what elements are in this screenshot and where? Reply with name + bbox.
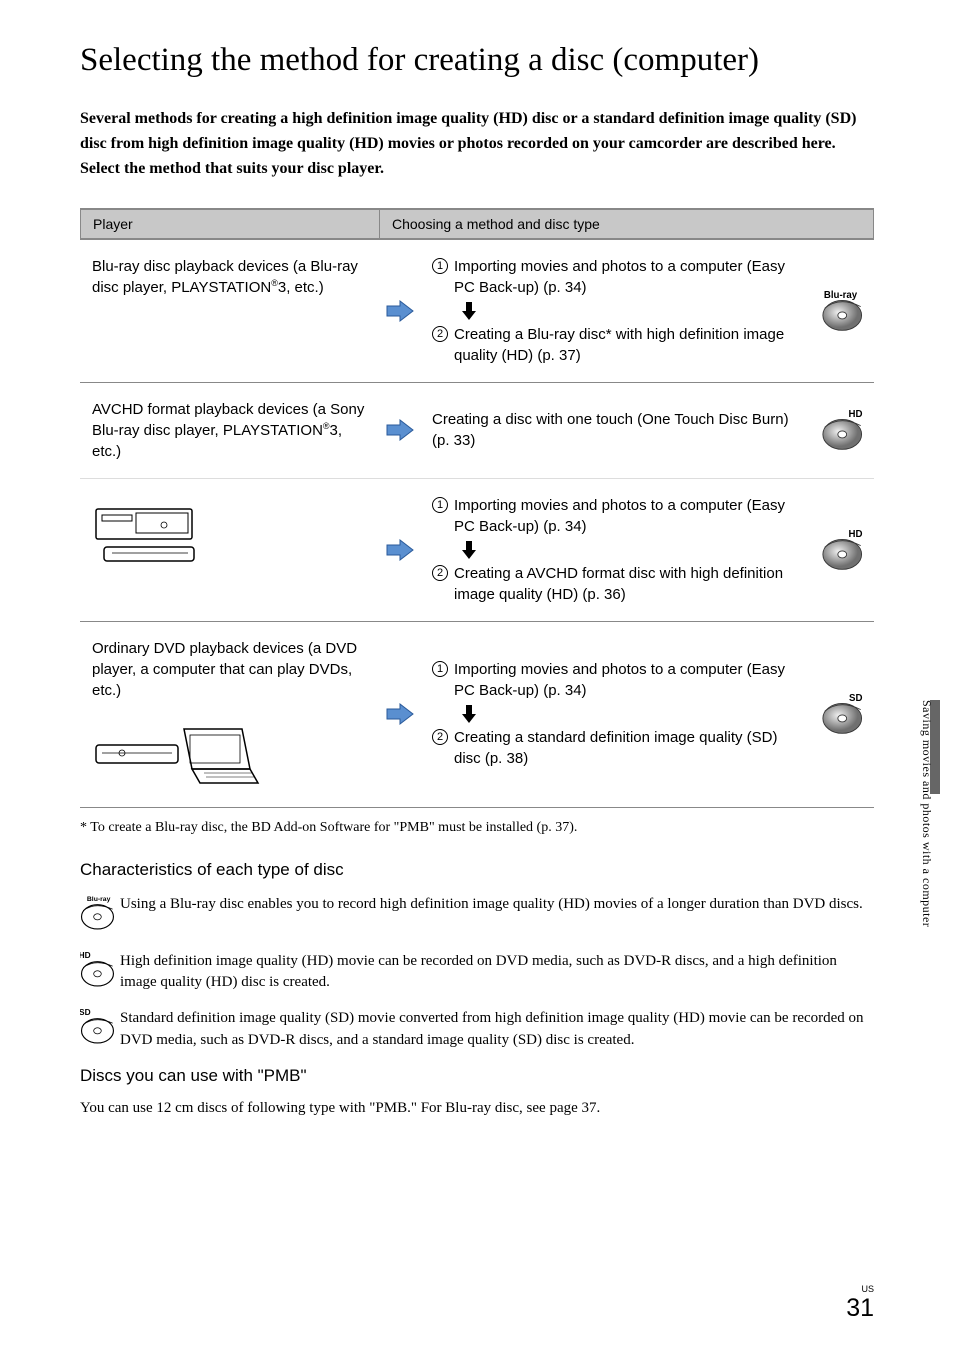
step2-text: Creating a standard definition image qua… [454,727,802,769]
method-cell: Creating a disc with one touch (One Touc… [420,391,814,470]
step1-text: Importing movies and photos to a compute… [454,495,802,537]
hd-disc-icon: HD [822,408,866,452]
arrow-cell [380,487,420,613]
page-number-value: 31 [846,1294,874,1322]
char-row-bluray: Blu-ray Using a Blu-ray disc enables you… [80,894,874,937]
method-cell: 1 Importing movies and photos to a comput… [420,248,814,374]
svg-text:HD: HD [848,528,862,539]
footnote-text: * To create a Blu-ray disc, the BD Add-o… [80,820,874,836]
step-number-icon: 1 [432,497,448,513]
table-row: 1 Importing movies and photos to a comput… [80,478,874,621]
method-table: Player Choosing a method and disc type B… [80,208,874,808]
bluray-disc-icon: Blu-ray [80,894,118,932]
step-number-icon: 1 [432,258,448,274]
down-arrow-icon [462,302,476,320]
right-arrow-icon [386,703,414,725]
sd-disc-icon: SD [822,692,866,736]
step-number-icon: 1 [432,661,448,677]
char-row-sd: SD Standard definition image quality (SD… [80,1008,874,1052]
arrow-cell [380,391,420,470]
arrow-cell [380,248,420,374]
discs-heading: Discs you can use with "PMB" [80,1066,874,1086]
player-text-post: 3, etc.) [278,279,324,296]
right-arrow-icon [386,300,414,322]
method-cell: 1 Importing movies and photos to a comput… [420,630,814,799]
registered-icon: ® [323,421,330,431]
characteristics-heading: Characteristics of each type of disc [80,860,874,880]
right-arrow-icon [386,419,414,441]
step2-text: Creating a Blu-ray disc* with high defin… [454,324,802,366]
page-title: Selecting the method for creating a disc… [80,40,874,81]
sd-disc-icon: SD [80,1008,118,1046]
down-arrow-icon [462,705,476,723]
arrow-cell [380,630,420,799]
player-cell [80,487,380,613]
hd-disc-icon: HD [80,951,118,989]
step2-text: Creating a AVCHD format disc with high d… [454,563,802,605]
step1-text: Importing movies and photos to a compute… [454,256,802,298]
svg-text:Blu-ray: Blu-ray [824,289,858,300]
step1-text: Importing movies and photos to a compute… [454,659,802,701]
table-header: Player Choosing a method and disc type [80,209,874,240]
disc-icon-cell: HD [814,487,874,613]
right-arrow-icon [386,539,414,561]
header-method: Choosing a method and disc type [380,209,874,239]
discs-text: You can use 12 cm discs of following typ… [80,1100,874,1117]
svg-text:HD: HD [848,409,862,420]
disc-icon-cell: SD [814,630,874,799]
page-region: US [846,1284,874,1294]
player-text: Ordinary DVD playback devices (a DVD pla… [92,638,368,701]
char-row-hd: HD High definition image quality (HD) mo… [80,951,874,995]
player-text-pre: AVCHD format playback devices (a Sony Bl… [92,401,364,439]
hd-disc-icon: HD [822,528,866,572]
margin-section-label: Saving movies and photos with a computer [919,700,934,927]
step-number-icon: 2 [432,729,448,745]
disc-icon-cell: Blu-ray [814,248,874,374]
page-number: US 31 [846,1284,874,1323]
step-number-icon: 2 [432,326,448,342]
player-cell: Blu-ray disc playback devices (a Blu-ray… [80,248,380,374]
method-text: Creating a disc with one touch (One Touc… [432,409,802,451]
disc-icon-cell: HD [814,391,874,470]
svg-text:HD: HD [80,951,91,960]
header-player: Player [80,209,380,239]
table-row: AVCHD format playback devices (a Sony Bl… [80,383,874,478]
method-cell: 1 Importing movies and photos to a comput… [420,487,814,613]
char-hd-text: High definition image quality (HD) movie… [120,951,874,995]
intro-text: Several methods for creating a high defi… [80,107,874,181]
player-cell: AVCHD format playback devices (a Sony Bl… [80,391,380,470]
dvd-laptop-device-icon [92,711,262,791]
step-number-icon: 2 [432,565,448,581]
char-bluray-text: Using a Blu-ray disc enables you to reco… [120,894,863,916]
registered-icon: ® [271,278,278,288]
down-arrow-icon [462,541,476,559]
bluray-disc-icon: Blu-ray [822,289,866,333]
player-cell: Ordinary DVD playback devices (a DVD pla… [80,630,380,799]
svg-text:SD: SD [849,693,862,704]
table-row: Blu-ray disc playback devices (a Blu-ray… [80,240,874,383]
svg-text:Blu-ray: Blu-ray [87,895,111,902]
char-sd-text: Standard definition image quality (SD) m… [120,1008,874,1052]
svg-text:SD: SD [80,1008,91,1017]
player-device-icon [92,505,232,565]
table-row: Ordinary DVD playback devices (a DVD pla… [80,622,874,808]
